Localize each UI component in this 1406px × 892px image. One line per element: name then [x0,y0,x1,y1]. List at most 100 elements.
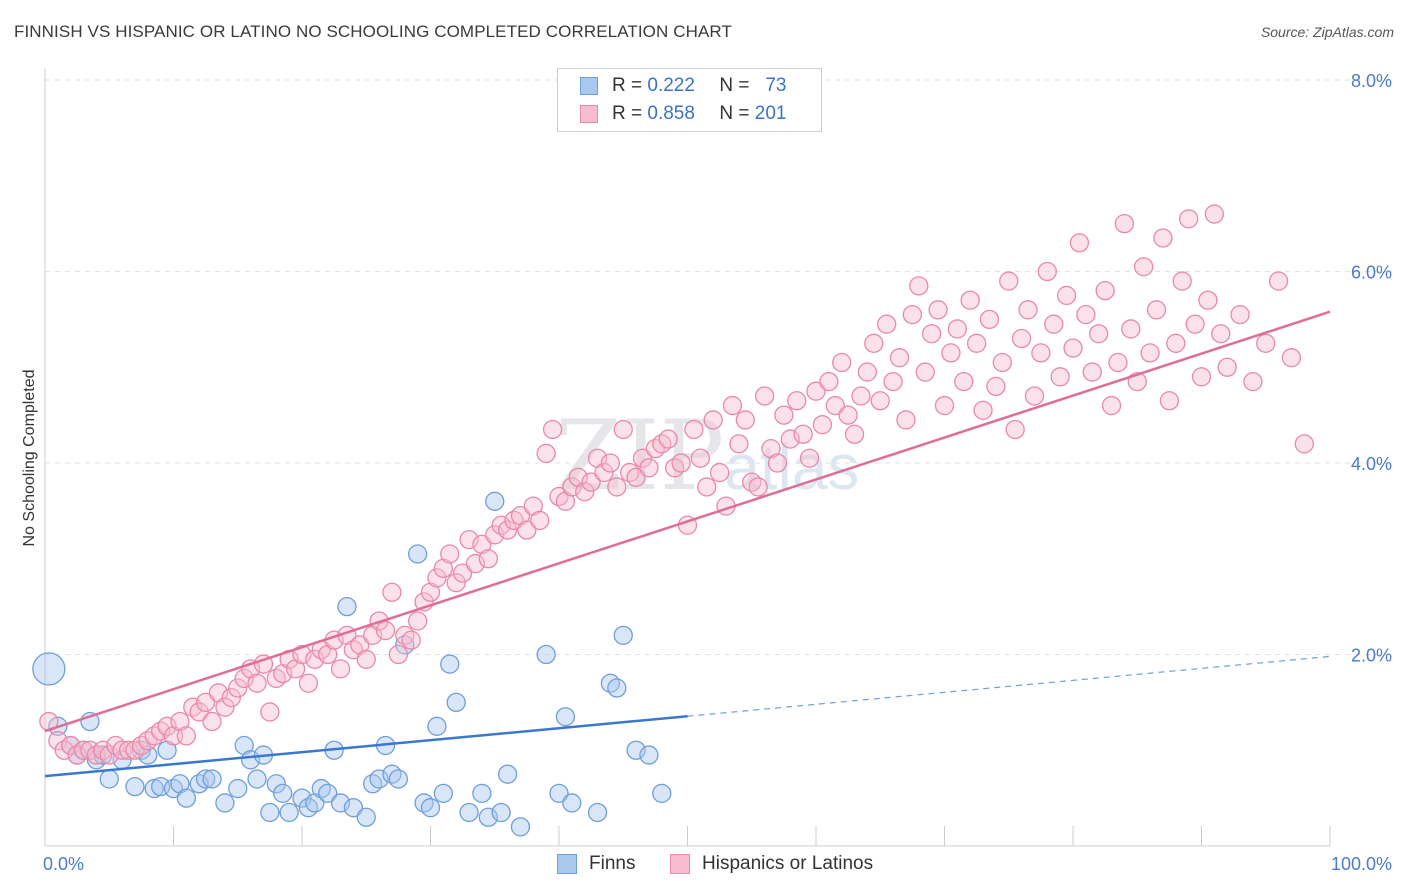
legend-n-value: 73 [765,75,787,96]
y-tick-label: 6.0% [1351,263,1392,283]
hispanics-point [1179,209,1199,229]
hispanics-point [671,453,691,473]
hispanics-point [877,314,897,334]
bottom-legend-swatch-hispanics [670,854,690,874]
finns-point [446,692,466,713]
hispanics-point [896,410,916,430]
hispanics-point [966,333,987,353]
finns-point [536,644,556,665]
hispanics-point [928,300,948,320]
hispanics-point [992,352,1012,373]
hispanics-point [1050,367,1070,387]
legend-swatch-hispanics [580,105,598,123]
hispanics-point [581,472,601,492]
hispanics-point [851,386,871,406]
finns-point [440,654,460,674]
finns-point [613,625,633,645]
hispanics-point [221,687,241,708]
hispanics-point [1056,285,1077,306]
hispanics-point [1185,314,1205,334]
hispanics-point [1089,324,1109,344]
finns-point [266,774,286,794]
hispanics-point [298,673,319,693]
hispanics-point [819,371,839,392]
hispanics-point [542,419,563,440]
bottom-legend-label-finns: Finns [589,853,636,874]
watermark: ZIPatlas [555,400,859,512]
hispanics-point [690,448,710,468]
finns-point [607,678,627,698]
legend-row-hispanics: R = 0.858 N = 201 [580,101,786,127]
legend-n-value: 201 [754,103,787,124]
finns-point [491,802,511,823]
hispanics-point [1011,328,1032,349]
finns-point [427,716,447,736]
hispanics-point [1230,304,1250,325]
bottom-legend-swatch-finns [557,854,577,874]
hispanics-point [947,319,967,339]
hispanics-point [1281,348,1302,368]
hispanics-point [607,477,627,497]
hispanics-point [388,644,409,665]
hispanics-point [1005,419,1025,440]
legend-r-label: R = [612,103,643,124]
finns-point [247,769,267,789]
watermark-atlas: atlas [724,431,860,503]
hispanics-point [1114,213,1135,234]
hispanics-point [517,520,537,540]
hispanics-point [1037,261,1057,282]
legend-r-label: R = [612,75,643,96]
finns-point [459,802,479,823]
finns-point [125,776,145,797]
y-tick-label: 2.0% [1351,646,1392,666]
hispanics-point [1134,257,1154,277]
hispanics-point [440,544,460,564]
hispanics-point [530,510,550,531]
hispanics-point [382,582,402,602]
hispanics-point [375,620,396,641]
hispanics-point [639,458,659,478]
hispanics-point [478,549,498,569]
hispanics-point [806,381,826,401]
finns-point [343,798,364,818]
finns-point [497,764,518,784]
trend-lines [44,310,1331,778]
hispanics-point [202,711,222,732]
hispanics-point [1044,314,1064,334]
hispanics-point [356,649,376,669]
hispanics-point [407,611,428,631]
legend-n-label: N = [719,75,750,96]
watermark-zip: ZIP [555,400,724,512]
hispanics-point [536,443,556,464]
bottom-legend-finns: Finns [557,852,635,876]
chart-source: Source: ZipAtlas.com [1260,24,1394,40]
hispanics-point [1146,300,1167,320]
hispanics-point [1211,324,1231,344]
hispanics-point [427,568,447,588]
hispanics-point [330,659,351,679]
hispanics-point [1031,343,1051,363]
hispanics-point [973,400,993,420]
hispanics-point [497,520,518,540]
hispanics-point [748,477,768,497]
hispanics-point [767,453,788,473]
hispanics-point [941,343,961,363]
legend-r-value: 0.858 [647,103,695,124]
legend-row-finns: R = 0.222 N = 73 [580,73,786,99]
bottom-legend-hispanics: Hispanics or Latinos [670,852,873,876]
axis-ticks: 2.0% 4.0% 6.0% 8.0% 0.0% 100.0% [43,71,1392,874]
hispanics-point [838,405,858,425]
series-hispanics-points [39,204,1314,765]
finns-point [279,802,299,823]
finns-point [215,793,235,813]
hispanics-point [844,424,865,444]
hispanics-point [729,434,749,454]
hispanics-point [228,678,248,698]
finns-point [202,769,222,789]
legend-r-value: 0.222 [647,75,695,96]
hispanics-point [909,276,929,296]
finns-point [228,778,248,799]
hispanics-point [1101,395,1122,416]
hispanics-point [1153,228,1173,248]
finns-point [32,652,66,686]
